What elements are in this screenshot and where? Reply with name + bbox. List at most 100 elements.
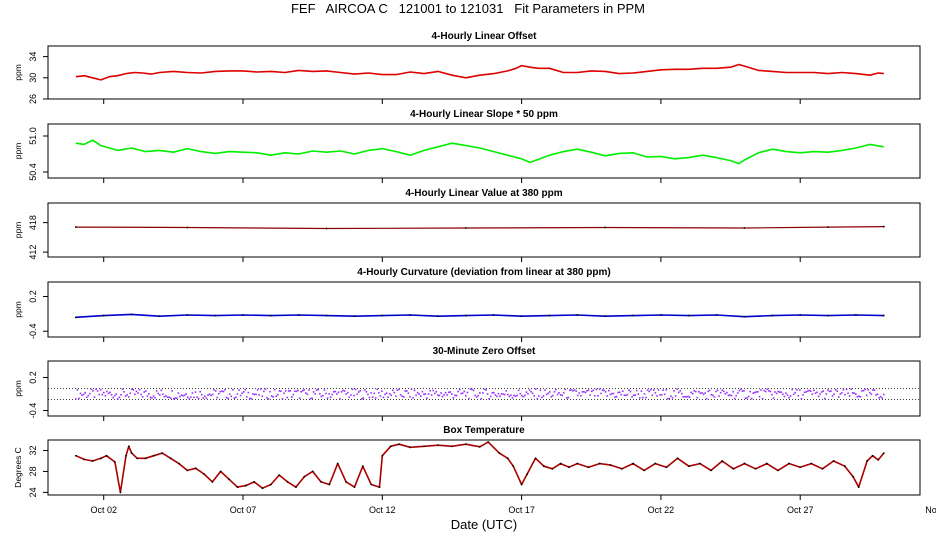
data-point [777, 390, 779, 393]
data-point [169, 397, 172, 399]
data-point [92, 390, 94, 392]
y-tick-label: 26 [28, 94, 38, 104]
data-point [520, 315, 523, 318]
data-point [609, 464, 612, 467]
data-point [597, 394, 599, 397]
data-point [343, 390, 346, 392]
data-point [474, 394, 476, 397]
data-point [688, 396, 691, 398]
data-point [435, 390, 438, 393]
data-point [360, 398, 363, 400]
data-point [876, 393, 879, 396]
y-tick-label: 34 [28, 52, 38, 62]
data-point [614, 396, 616, 398]
data-point [513, 394, 515, 397]
data-point [601, 389, 604, 391]
data-point [405, 390, 408, 392]
data-point [287, 390, 290, 392]
data-point [576, 394, 579, 397]
data-point [410, 388, 413, 390]
data-point [730, 394, 733, 397]
data-point [96, 390, 99, 392]
data-point [855, 393, 857, 395]
data-point [416, 391, 419, 394]
data-point [269, 390, 271, 393]
data-point [418, 393, 421, 395]
data-point [390, 394, 393, 397]
data-point [135, 390, 138, 393]
panel-title: 4-Hourly Linear Value at 380 ppm [405, 188, 562, 199]
data-point [158, 394, 161, 396]
data-point [620, 393, 623, 396]
data-point [295, 486, 297, 489]
data-point [698, 390, 700, 393]
data-point [141, 396, 144, 398]
data-point [407, 392, 410, 394]
data-point [272, 396, 274, 398]
data-point [526, 473, 529, 475]
data-point [378, 486, 381, 489]
data-point [353, 486, 356, 489]
data-point [87, 394, 90, 397]
panel-title: 4-Hourly Linear Offset [431, 31, 537, 42]
data-point [281, 397, 284, 400]
data-point [102, 314, 105, 317]
data-point [239, 394, 242, 397]
data-point [207, 394, 209, 397]
data-point [325, 314, 328, 317]
series-line [75, 313, 884, 319]
data-point [485, 389, 487, 391]
data-point [699, 462, 701, 465]
data-point [685, 396, 688, 398]
data-point [491, 392, 494, 394]
data-point [140, 393, 142, 396]
data-point [472, 389, 475, 392]
data-point [121, 388, 124, 390]
data-point [82, 393, 85, 396]
data-point [587, 466, 590, 469]
data-point [163, 395, 166, 398]
data-point [130, 452, 133, 454]
data-point [178, 462, 180, 465]
data-point [280, 390, 282, 393]
data-point [460, 392, 462, 395]
data-point [315, 389, 318, 391]
data-point [623, 394, 626, 397]
data-point [457, 390, 459, 393]
data-point [799, 389, 801, 391]
data-point [735, 394, 737, 397]
data-point [137, 392, 139, 394]
data-point [760, 389, 762, 391]
data-point [298, 397, 301, 399]
data-point [292, 393, 295, 396]
data-point [160, 389, 163, 392]
data-point [353, 394, 355, 397]
data-point [545, 393, 548, 396]
data-point [494, 394, 497, 396]
y-tick-label: 0.2 [28, 290, 38, 303]
data-point [250, 397, 253, 400]
data-point [820, 391, 823, 393]
data-point [687, 314, 690, 317]
data-point [573, 388, 576, 391]
data-point [130, 388, 133, 391]
data-point [850, 388, 852, 391]
data-point [78, 397, 80, 400]
data-point [580, 394, 582, 397]
data-point [432, 389, 435, 392]
data-point [832, 460, 835, 462]
data-point [300, 390, 302, 393]
data-point [401, 395, 403, 398]
data-point [839, 393, 842, 395]
data-point [653, 389, 655, 391]
data-point [847, 392, 849, 395]
data-point [741, 390, 744, 392]
data-point [539, 389, 542, 392]
y-tick-label: 418 [28, 215, 38, 230]
data-point [517, 389, 520, 392]
data-point [368, 396, 371, 399]
data-point [124, 395, 127, 397]
data-point [544, 389, 546, 391]
data-point [402, 396, 405, 398]
data-point [148, 393, 150, 395]
